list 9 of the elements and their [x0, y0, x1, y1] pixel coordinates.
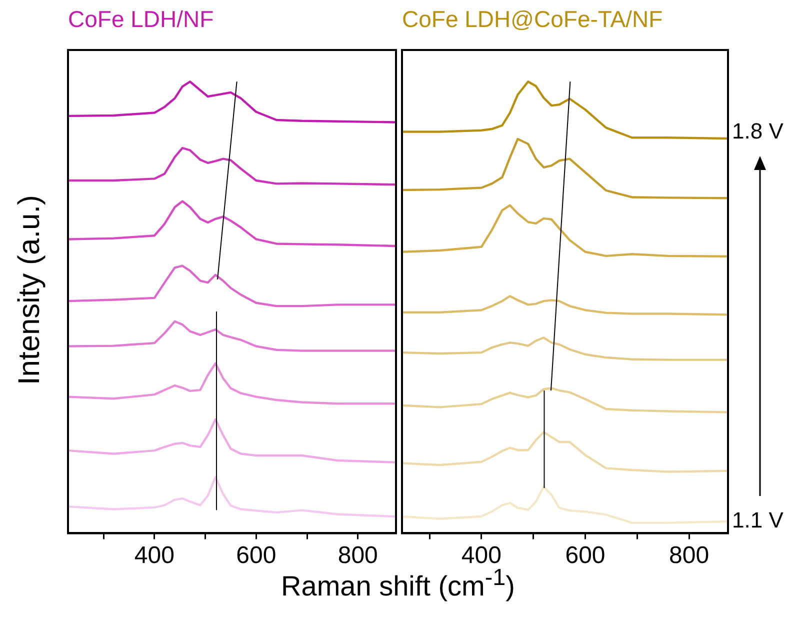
x-tick-label: 600 [565, 542, 606, 570]
chart-title: CoFe LDH/NF [68, 6, 214, 33]
text: 1.8 V [732, 118, 784, 144]
x-tick-label: 400 [134, 542, 174, 570]
x-tick-label: 600 [236, 542, 276, 570]
x-tick-label: 800 [669, 542, 710, 570]
y-axis-title: Intensity (a.u.) [13, 194, 47, 386]
chart-title: CoFe LDH@CoFe-TA/NF [402, 6, 663, 33]
text: 1.1 V [732, 508, 784, 533]
